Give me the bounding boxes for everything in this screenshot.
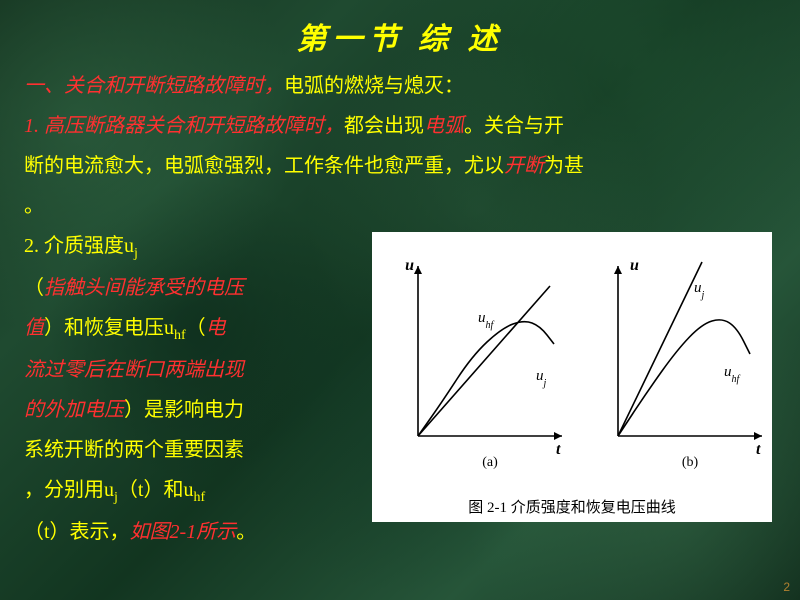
left-1: 2. 介质强度uj bbox=[24, 226, 366, 268]
page-number: 2 bbox=[783, 580, 790, 594]
two-col-row: 2. 介质强度uj （指触头间能承受的电压 值）和恢复电压uhf（电 流过零后在… bbox=[24, 226, 776, 552]
left-8: （t）表示，如图2-1所示。 bbox=[24, 512, 366, 552]
line3-c: 为甚 bbox=[544, 155, 584, 177]
line-3: 断的电流愈大，电弧愈强烈，工作条件也愈严重，尤以开断为甚 bbox=[24, 146, 776, 186]
line-1: 一、关合和开断短路故障时，电弧的燃烧与熄灭： bbox=[24, 66, 776, 106]
left2b: 指触头间能承受的电压 bbox=[44, 277, 244, 299]
left7b: （t）和u bbox=[118, 479, 194, 501]
line2-end: 。关合与开 bbox=[464, 115, 564, 137]
left-5: 的外加电压）是影响电力 bbox=[24, 390, 366, 430]
figure-caption: 图 2-1 介质强度和恢复电压曲线 bbox=[372, 487, 772, 523]
svg-text:u: u bbox=[405, 257, 414, 274]
left3c: （ bbox=[186, 317, 206, 339]
line1-rest: 电弧的燃烧与熄灭： bbox=[284, 75, 464, 97]
left3b: ）和恢复电压u bbox=[44, 317, 174, 339]
left2a: （ bbox=[24, 277, 44, 299]
left3a: 值 bbox=[24, 317, 44, 339]
left1sub: j bbox=[134, 246, 138, 261]
svg-text:u: u bbox=[630, 257, 639, 274]
left8b: 如图2-1所示 bbox=[130, 521, 237, 543]
left1a: 2. 介质强度u bbox=[24, 235, 134, 257]
left3d: 电 bbox=[206, 317, 226, 339]
left-2: （指触头间能承受的电压 bbox=[24, 268, 366, 308]
svg-text:(b): (b) bbox=[682, 455, 699, 470]
left3sub: hf bbox=[174, 328, 186, 343]
line1-em: 一、关合和开断短路故障时， bbox=[24, 75, 284, 97]
left-4: 流过零后在断口两端出现 bbox=[24, 350, 366, 390]
line2-em: 1. 高压断路器关合和开短路故障时， bbox=[24, 115, 344, 137]
left7s2: hf bbox=[193, 490, 205, 505]
figure-svg: utuhfuj(a)utujuhf(b) bbox=[372, 232, 772, 487]
line3-em: 开断 bbox=[504, 155, 544, 177]
line2-arc: 电弧 bbox=[424, 115, 464, 137]
line-4: 。 bbox=[24, 186, 776, 226]
left8c: 。 bbox=[236, 521, 256, 543]
slide-body: 一、关合和开断短路故障时，电弧的燃烧与熄灭： 1. 高压断路器关合和开短路故障时… bbox=[24, 66, 776, 552]
left-7: ，分别用uj（t）和uhf bbox=[24, 470, 366, 512]
left5b: ）是影响电力 bbox=[124, 399, 244, 421]
left7a: ，分别用u bbox=[24, 479, 114, 501]
left8a: （t）表示， bbox=[24, 521, 130, 543]
left-text: 2. 介质强度uj （指触头间能承受的电压 值）和恢复电压uhf（电 流过零后在… bbox=[24, 226, 366, 552]
svg-text:t: t bbox=[556, 441, 561, 458]
svg-text:(a): (a) bbox=[482, 455, 498, 470]
left-6: 系统开断的两个重要因素 bbox=[24, 430, 366, 470]
left-3: 值）和恢复电压uhf（电 bbox=[24, 308, 366, 350]
line2-mid: 都会出现 bbox=[344, 115, 424, 137]
line3-a: 断的电流愈大，电弧愈强烈，工作条件也愈严重，尤以 bbox=[24, 155, 504, 177]
left5a: 的外加电压 bbox=[24, 399, 124, 421]
line-2: 1. 高压断路器关合和开短路故障时，都会出现电弧。关合与开 bbox=[24, 106, 776, 146]
slide-title: 第一节 综 述 bbox=[24, 14, 776, 58]
figure-2-1: utuhfuj(a)utujuhf(b) 图 2-1 介质强度和恢复电压曲线 bbox=[372, 232, 772, 522]
slide: 第一节 综 述 一、关合和开断短路故障时，电弧的燃烧与熄灭： 1. 高压断路器关… bbox=[0, 0, 800, 600]
figure-container: utuhfuj(a)utujuhf(b) 图 2-1 介质强度和恢复电压曲线 bbox=[372, 232, 772, 522]
svg-text:t: t bbox=[756, 441, 761, 458]
